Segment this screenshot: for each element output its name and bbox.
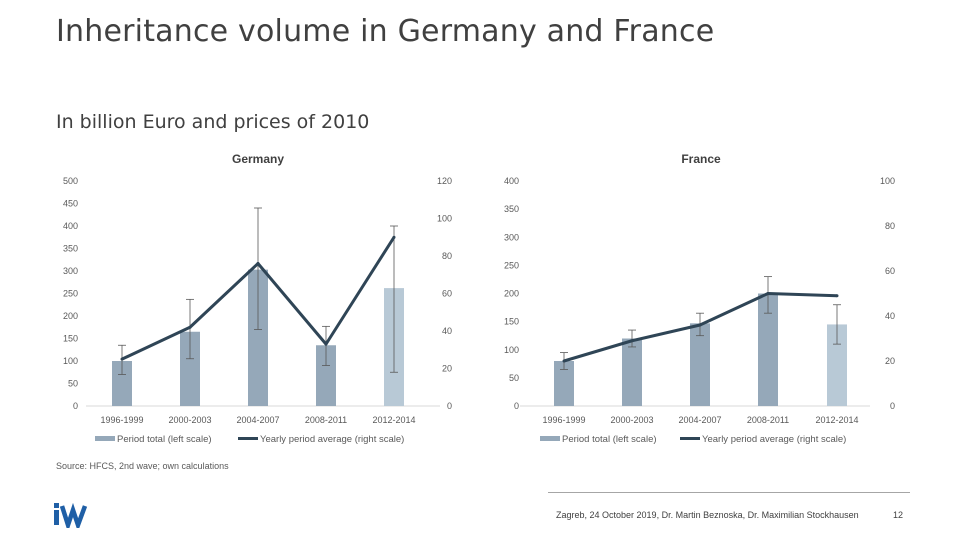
germany-y2-tick-label: 20 [442,364,452,374]
germany-average-point [392,235,396,239]
germany-x-tick-label: 2004-2007 [236,415,279,425]
france-bar [690,323,710,406]
germany-y2-tick-label: 120 [437,176,452,186]
germany-y2-tick-label: 100 [437,214,452,224]
france-y2-tick-label: 100 [880,176,895,186]
germany-bar [248,269,268,406]
germany-y-tick-label: 50 [68,379,78,389]
france-legend-bar-label: Period total (left scale) [562,434,657,445]
germany-chart-title: Germany [232,152,284,166]
france-average-point [835,294,839,298]
chart-germany: Germany 0 50 100 150 200 250 300 350 400 450 500 0 20… [63,152,452,445]
france-average-point [562,359,566,363]
germany-average-point [120,357,124,361]
germany-y-tick-label: 400 [63,221,78,231]
germany-x-tick-label: 1996-1999 [100,415,143,425]
footer-text: Zagreb, 24 October 2019, Dr. Martin Bezn… [556,510,859,520]
france-y-tick-label: 100 [504,345,519,355]
france-bar [554,361,574,406]
france-y2-tick-label: 20 [885,356,895,366]
page-subtitle: In billion Euro and prices of 2010 [56,111,370,133]
germany-y-tick-label: 200 [63,311,78,321]
germany-average-point [324,342,328,346]
iw-logo-icon [54,502,88,533]
germany-y2-tick-label: 80 [442,251,452,261]
france-y2-tick-label: 40 [885,311,895,321]
france-y-tick-label: 200 [504,289,519,299]
germany-average-point [256,262,260,265]
iw-logo [52,500,92,533]
germany-legend-bar-swatch [95,436,115,441]
germany-x-tick-label: 2008-2011 [305,415,347,425]
footer-divider [548,492,910,493]
france-y-tick-label: 400 [504,176,519,186]
france-y-tick-label: 150 [504,317,519,327]
germany-y-tick-label: 150 [63,334,78,344]
france-y2-tick-label: 80 [885,221,895,231]
france-y-tick-label: 0 [514,401,519,411]
page-title: Inheritance volume in Germany and France [56,14,715,49]
page-number: 12 [893,510,904,520]
germany-y-tick-label: 0 [73,401,78,411]
germany-x-tick-label: 2012-2014 [372,415,415,425]
germany-x-tick-label: 2000-2003 [168,415,211,425]
germany-y-tick-label: 300 [63,266,78,276]
germany-y2-tick-label: 60 [442,289,452,299]
germany-average-point [188,325,192,329]
france-x-tick-label: 2000-2003 [610,415,653,425]
france-bar [758,293,778,406]
germany-y-tick-label: 100 [63,356,78,366]
germany-y-tick-label: 450 [63,199,78,209]
germany-bar [112,361,132,406]
france-x-tick-label: 2012-2014 [815,415,858,425]
france-x-tick-label: 2004-2007 [678,415,721,425]
germany-y2-tick-label: 40 [442,326,452,336]
france-average-point [766,292,770,295]
germany-bar [180,331,200,406]
france-x-tick-label: 2008-2011 [747,415,789,425]
germany-legend-bar-label: Period total (left scale) [117,434,212,445]
germany-bar [316,345,336,406]
france-bar [622,338,642,406]
germany-y-tick-label: 350 [63,244,78,254]
france-y-tick-label: 300 [504,232,519,242]
france-x-tick-label: 1996-1999 [542,415,585,425]
france-y2-tick-label: 60 [885,266,895,276]
germany-y-tick-label: 500 [63,176,78,186]
chart-france: France 0 50 100 150 200 250 300 350 400 0 20 40 60 80 1… [504,152,895,445]
germany-legend-line-label: Yearly period average (right scale) [260,434,404,445]
france-bar [827,324,847,406]
france-legend-bar-swatch [540,436,560,441]
france-legend-line-label: Yearly period average (right scale) [702,434,846,445]
france-average-point [698,323,702,327]
france-y2-tick-label: 0 [890,401,895,411]
germany-y2-tick-label: 0 [447,401,452,411]
france-y-tick-label: 250 [504,260,519,270]
source-note: Source: HFCS, 2nd wave; own calculations [56,461,229,471]
france-y-tick-label: 350 [504,204,519,214]
france-chart-title: France [681,152,721,166]
germany-y-tick-label: 250 [63,289,78,299]
france-average-point [630,339,634,343]
france-y-tick-label: 50 [509,373,519,383]
